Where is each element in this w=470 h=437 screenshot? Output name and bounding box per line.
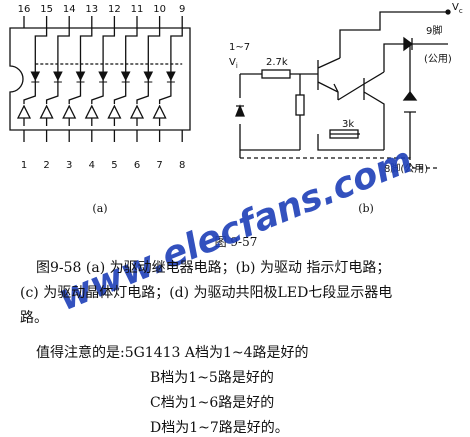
inverter [62, 28, 93, 126]
top-pin-label: 9 [179, 4, 185, 15]
diode [98, 71, 108, 83]
bottom-pin-label: 6 [134, 160, 140, 171]
bottom-pin-label: 1 [21, 160, 27, 171]
bottom-pin-label: 5 [111, 160, 117, 171]
pin9-note: (公用) [424, 54, 452, 65]
vi: V [229, 57, 236, 68]
vi-sub: i [236, 62, 238, 70]
pin9-label: 9脚 [426, 24, 442, 37]
bottom-pin-label: 7 [156, 160, 162, 171]
bottom-pin-label: 4 [89, 160, 95, 171]
diode [53, 71, 63, 83]
inverter [39, 28, 70, 126]
caption-line: (c) 为驱动晶体灯电路；(d) 为驱动共阳极LED七段显示器电 [20, 285, 392, 301]
top-pin-label: 10 [153, 4, 166, 15]
ic-body [9, 27, 191, 131]
note-line: C档为1~6路是好的 [150, 395, 274, 411]
label-a: (a) [92, 202, 107, 215]
top-pin-label: 12 [108, 4, 121, 15]
top-pin-label: 15 [40, 4, 53, 15]
note-line: D档为1~7路是好的。 [150, 420, 289, 436]
caption-line: 图9-58 (a) 为驱动继电器电路；(b) 为驱动 指示灯电路； [36, 260, 390, 276]
diode [120, 71, 131, 83]
r2-label: 3k [342, 119, 354, 130]
caption-line: 路。 [20, 310, 48, 326]
diode [143, 71, 154, 83]
inverter [152, 28, 183, 126]
ic-internals [16, 16, 183, 142]
inverter [16, 28, 48, 126]
vc-sub: c [459, 7, 463, 15]
bottom-pin-label: 2 [43, 160, 49, 171]
input-label: 1~7 [229, 42, 250, 53]
label-b: (b) [358, 202, 374, 215]
vc-label: Vc [452, 2, 463, 15]
r1-label: 2.7k [266, 57, 288, 68]
diode [166, 71, 176, 83]
top-pin-label: 14 [63, 4, 76, 15]
bottom-pin-label: 8 [179, 160, 185, 171]
inverter [107, 28, 138, 126]
figure-label: 图 9-57 [215, 235, 258, 249]
note-line: 值得注意的是:5G1413 A档为1~4路是好的 [36, 344, 309, 361]
inverter [129, 28, 161, 126]
top-pin-label: 16 [18, 4, 31, 15]
bottom-pin-label: 3 [66, 160, 72, 171]
vi-label: Vi [229, 57, 238, 70]
circuit-b [235, 9, 451, 169]
vc: V [452, 2, 459, 13]
diode [75, 71, 86, 83]
note-line: B档为1~5路是好的 [150, 370, 274, 386]
diode [30, 71, 41, 83]
top-pin-label: 11 [131, 4, 144, 15]
top-pin-label: 13 [85, 4, 98, 15]
caption: 图9-58 (a) 为驱动继电器电路；(b) 为驱动 指示灯电路； (c) 为驱动… [20, 260, 392, 436]
inverter [84, 28, 116, 126]
pin8-label: 8脚(公用) [384, 162, 428, 175]
